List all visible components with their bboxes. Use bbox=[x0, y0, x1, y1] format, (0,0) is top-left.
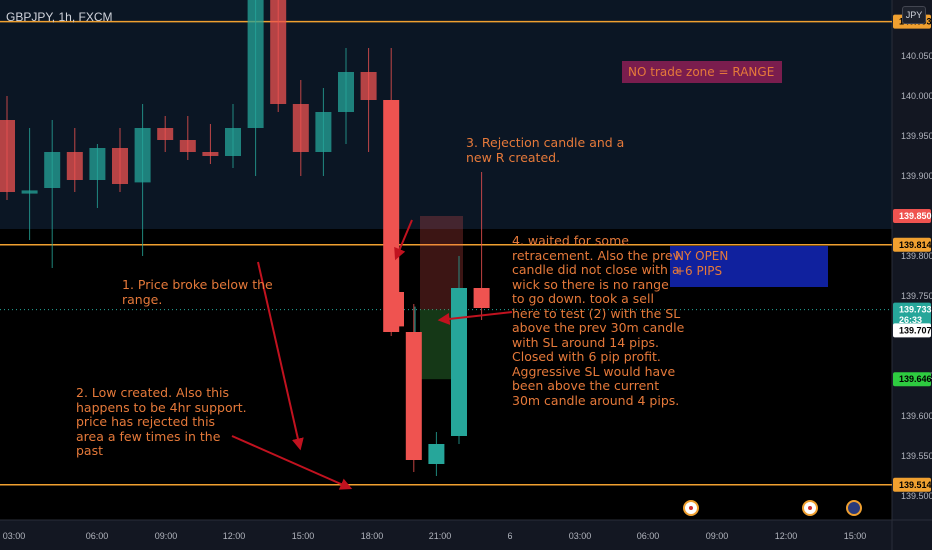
time-tick-label: 09:00 bbox=[155, 531, 178, 541]
symbol-title[interactable]: GBPJPY, 1h, FXCM bbox=[6, 10, 112, 24]
price-label-text: 139.814 bbox=[899, 240, 932, 250]
price-tick-label: 139.900 bbox=[901, 171, 932, 181]
candle-body bbox=[112, 148, 128, 184]
time-tick-label: 03:00 bbox=[3, 531, 26, 541]
candle-body bbox=[361, 72, 377, 100]
time-tick-label: 06:00 bbox=[637, 531, 660, 541]
currency-button[interactable]: JPY bbox=[902, 6, 926, 24]
price-tick-label: 139.500 bbox=[901, 491, 932, 501]
price-tick-label: 139.950 bbox=[901, 131, 932, 141]
price-tick-label: 139.600 bbox=[901, 411, 932, 421]
time-tick-label: 6 bbox=[507, 531, 512, 541]
candle-body bbox=[202, 152, 218, 156]
candle-body bbox=[248, 0, 264, 128]
economic-event-icon[interactable] bbox=[802, 500, 818, 516]
time-tick-label: 21:00 bbox=[429, 531, 452, 541]
uk-flag-event-icon[interactable] bbox=[846, 500, 862, 516]
time-tick-label: 18:00 bbox=[361, 531, 384, 541]
price-label-text: 139.707 bbox=[899, 325, 932, 335]
price-tick-label: 139.750 bbox=[901, 291, 932, 301]
price-label-text: 139.514 bbox=[899, 480, 932, 490]
economic-event-icon[interactable] bbox=[683, 500, 699, 516]
price-label-text: 139.850 bbox=[899, 211, 932, 221]
time-tick-label: 03:00 bbox=[569, 531, 592, 541]
note-price-broke: 1. Price broke below the range. bbox=[122, 278, 273, 307]
candle-body bbox=[270, 0, 286, 104]
time-tick-label: 15:00 bbox=[844, 531, 867, 541]
candle-body bbox=[338, 72, 354, 112]
candle-body bbox=[67, 152, 83, 180]
time-tick-label: 12:00 bbox=[223, 531, 246, 541]
candle-body bbox=[22, 190, 38, 193]
time-tick-label: 12:00 bbox=[775, 531, 798, 541]
note-entry-details: 4. waited for some retracement. Also the… bbox=[512, 234, 684, 408]
note-rejection-candle: 3. Rejection candle and a new R created. bbox=[466, 136, 624, 165]
candle-body bbox=[451, 288, 467, 436]
candle-body bbox=[44, 152, 60, 188]
range-background bbox=[0, 0, 892, 229]
candle-body bbox=[225, 128, 241, 156]
candle-body bbox=[180, 140, 196, 152]
candle-body bbox=[135, 128, 151, 182]
price-tick-label: 140.000 bbox=[901, 91, 932, 101]
candle-body bbox=[428, 444, 444, 464]
candle-body bbox=[157, 128, 173, 140]
candle-body bbox=[474, 288, 490, 308]
time-tick-label: 09:00 bbox=[706, 531, 729, 541]
no-trade-zone-label: NO trade zone = RANGE bbox=[622, 61, 782, 83]
time-tick-label: 15:00 bbox=[292, 531, 315, 541]
note-low-created: 2. Low created. Also this happens to be … bbox=[76, 386, 247, 459]
candle-body bbox=[406, 332, 422, 460]
candle-body bbox=[0, 120, 15, 192]
time-tick-label: 06:00 bbox=[86, 531, 109, 541]
price-label-text: 139.646 bbox=[899, 374, 932, 384]
price-tick-label: 139.800 bbox=[901, 251, 932, 261]
price-tick-label: 140.050 bbox=[901, 51, 932, 61]
candle-body bbox=[293, 104, 309, 152]
ny-open-label: NY OPEN +6 PIPS bbox=[670, 246, 828, 287]
price-tick-label: 139.550 bbox=[901, 451, 932, 461]
candle-body bbox=[315, 112, 331, 152]
candle-body bbox=[89, 148, 105, 180]
